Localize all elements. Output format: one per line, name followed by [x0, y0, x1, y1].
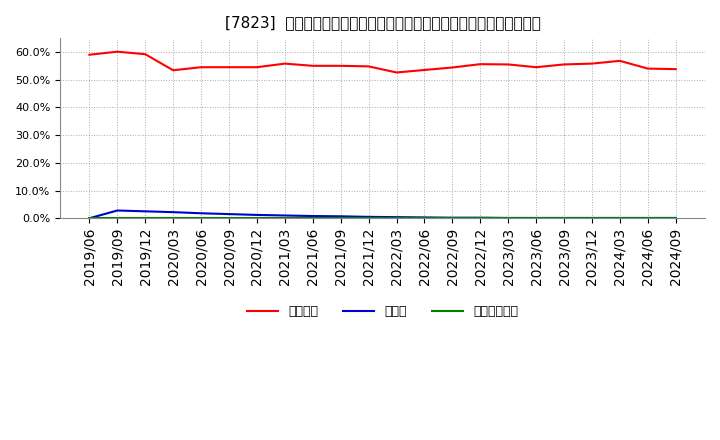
- のれん: [336, 214, 345, 219]
- Line: 自己資本: 自己資本: [89, 51, 675, 73]
- のれん: [616, 215, 624, 220]
- のれん: [588, 215, 596, 220]
- 繰延税金資産: [532, 216, 541, 221]
- のれん: [308, 213, 317, 219]
- のれん: [113, 208, 122, 213]
- のれん: [141, 209, 150, 214]
- 繰延税金資産: [504, 216, 513, 221]
- 自己資本: [392, 70, 401, 75]
- 自己資本: [616, 58, 624, 63]
- 自己資本: [336, 63, 345, 69]
- 自己資本: [532, 65, 541, 70]
- 繰延税金資産: [448, 216, 456, 221]
- 繰延税金資産: [588, 216, 596, 221]
- 繰延税金資産: [225, 216, 233, 221]
- のれん: [644, 215, 652, 220]
- 自己資本: [308, 63, 317, 69]
- 自己資本: [476, 62, 485, 67]
- のれん: [559, 215, 568, 220]
- のれん: [392, 215, 401, 220]
- 繰延税金資産: [476, 216, 485, 221]
- のれん: [420, 215, 428, 220]
- 自己資本: [420, 67, 428, 73]
- 繰延税金資産: [559, 216, 568, 221]
- 自己資本: [113, 49, 122, 54]
- 繰延税金資産: [336, 216, 345, 221]
- 自己資本: [671, 66, 680, 72]
- 自己資本: [559, 62, 568, 67]
- 繰延税金資産: [420, 216, 428, 221]
- のれん: [225, 212, 233, 217]
- 自己資本: [225, 65, 233, 70]
- 自己資本: [197, 65, 205, 70]
- のれん: [504, 215, 513, 220]
- 繰延税金資産: [281, 216, 289, 221]
- 繰延税金資産: [644, 216, 652, 221]
- 自己資本: [169, 68, 178, 73]
- のれん: [671, 215, 680, 220]
- のれん: [197, 211, 205, 216]
- 繰延税金資産: [616, 216, 624, 221]
- のれん: [169, 209, 178, 215]
- 自己資本: [588, 61, 596, 66]
- 繰延税金資産: [85, 216, 94, 221]
- 自己資本: [253, 65, 261, 70]
- 繰延税金資産: [671, 216, 680, 221]
- 自己資本: [85, 52, 94, 57]
- 繰延税金資産: [253, 216, 261, 221]
- のれん: [85, 216, 94, 221]
- 繰延税金資産: [169, 216, 178, 221]
- Line: のれん: のれん: [89, 210, 675, 218]
- 繰延税金資産: [364, 216, 373, 221]
- のれん: [281, 213, 289, 218]
- 繰延税金資産: [308, 216, 317, 221]
- 繰延税金資産: [392, 216, 401, 221]
- 自己資本: [281, 61, 289, 66]
- のれん: [532, 215, 541, 220]
- のれん: [253, 212, 261, 217]
- のれん: [448, 215, 456, 220]
- 自己資本: [141, 51, 150, 57]
- 繰延税金資産: [113, 216, 122, 221]
- 自己資本: [448, 65, 456, 70]
- 自己資本: [364, 64, 373, 69]
- 自己資本: [644, 66, 652, 71]
- のれん: [476, 215, 485, 220]
- のれん: [364, 214, 373, 220]
- 繰延税金資産: [141, 216, 150, 221]
- 自己資本: [504, 62, 513, 67]
- 繰延税金資産: [197, 216, 205, 221]
- Legend: 自己資本, のれん, 繰延税金資産: 自己資本, のれん, 繰延税金資産: [242, 300, 523, 323]
- Title: [7823]  自己資本、のれん、繰延税金資産の総資産に対する比率の推移: [7823] 自己資本、のれん、繰延税金資産の総資産に対する比率の推移: [225, 15, 541, 30]
